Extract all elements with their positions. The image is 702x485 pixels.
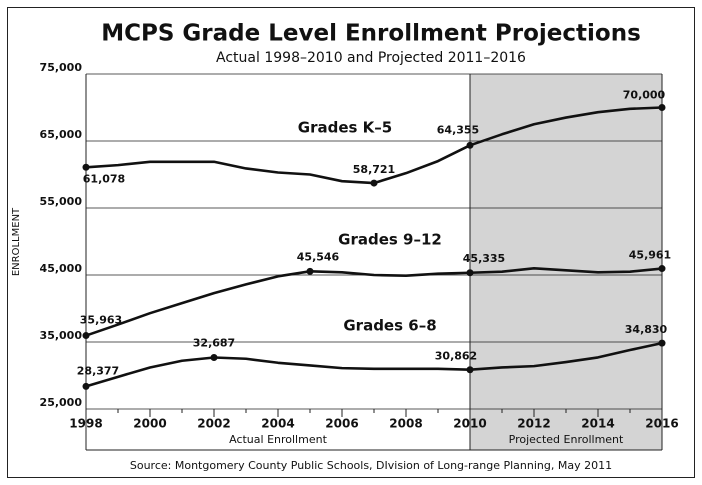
x-tick-label: 2010 [453,417,486,431]
region-label: Actual Enrollment [229,433,327,446]
y-tick-label: 75,000 [40,61,83,74]
series-label: Grades K–5 [298,119,392,137]
x-tick-label: 1998 [69,417,102,431]
data-point [210,353,218,361]
chart-title: MCPS Grade Level Enrollment Projections [101,21,641,47]
x-tick-label: 2008 [389,417,422,431]
region-label: Projected Enrollment [509,433,624,446]
data-label: 32,687 [193,336,235,349]
data-label: 34,830 [625,323,668,336]
data-label: 45,335 [463,252,505,265]
x-tick-label: 2012 [517,417,550,431]
data-point [466,141,474,149]
y-tick-label: 35,000 [40,329,83,342]
data-label: 30,862 [435,350,477,363]
data-label: 28,377 [77,364,119,377]
series-label: Grades 6–8 [343,317,436,335]
data-point [658,339,666,347]
x-tick-label: 2002 [197,417,230,431]
y-tick-label: 65,000 [40,128,83,141]
y-tick-label: 55,000 [40,195,83,208]
x-tick-label: 2004 [261,417,294,431]
frame [7,7,695,478]
y-tick-label: 25,000 [40,396,83,409]
chart-subtitle: Actual 1998–2010 and Projected 2011–2016 [216,50,526,66]
x-tick-label: 2014 [581,417,614,431]
series-line [85,341,663,388]
data-label: 35,963 [80,314,122,327]
data-point [658,265,666,273]
data-point [82,332,90,340]
series-line [85,267,663,337]
y-tick-label: 45,000 [40,262,83,275]
data-point [466,269,474,277]
data-point [658,104,666,111]
data-label: 45,546 [297,250,340,263]
data-point [370,179,378,187]
data-point [82,382,90,390]
data-label: 45,961 [629,249,671,262]
data-label: 64,355 [437,123,479,136]
x-tick-label: 2000 [133,417,166,431]
data-point [466,366,474,374]
data-point [306,267,314,275]
data-label: 70,000 [623,89,666,102]
x-tick-label: 2016 [645,417,678,431]
data-label: 58,721 [353,163,395,176]
series-label: Grades 9–12 [338,231,442,249]
data-label: 61,078 [83,172,125,185]
x-tick-label: 2006 [325,417,358,431]
source: Source: Montgomery County Public Schools… [130,459,612,472]
y-axis-label: ENROLLMENT [11,207,22,276]
projected-region [470,74,662,450]
data-point [82,163,90,171]
